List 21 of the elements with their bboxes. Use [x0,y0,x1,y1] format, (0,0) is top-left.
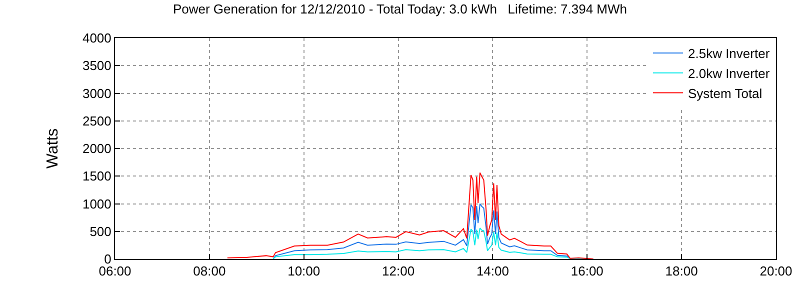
y-tick-label: 1500 [82,168,112,184]
x-tick-label: 08:00 [193,264,226,279]
y-tick-label: 3000 [82,86,112,101]
line-series [226,172,594,259]
y-axis-title: Watts [44,128,62,169]
x-tick-label: 18:00 [665,264,698,279]
y-tick-label: 2000 [82,141,112,156]
x-tick-label: 14:00 [476,264,509,279]
x-tick-label: 20:00 [760,264,792,279]
y-tick-label: 1000 [82,196,112,212]
y-tick-label: 500 [90,224,112,239]
chart-title: Power Generation for 12/12/2010 - Total Today: 3.0 kWh Lifetime: 7.394 MWh [172,2,628,17]
y-tick-label: 4000 [82,30,112,46]
legend-label: 2.0kw Inverter [688,66,770,81]
x-tick-label: 16:00 [570,264,604,279]
x-tick-label: 10:00 [288,264,320,279]
x-tick-label: 12:00 [382,264,415,279]
legend-label: 2.5kw Inverter [688,46,770,62]
y-tick-label: 3500 [82,58,112,74]
y-tick-label: 2500 [82,113,112,128]
legend-label: System Total [688,86,762,101]
